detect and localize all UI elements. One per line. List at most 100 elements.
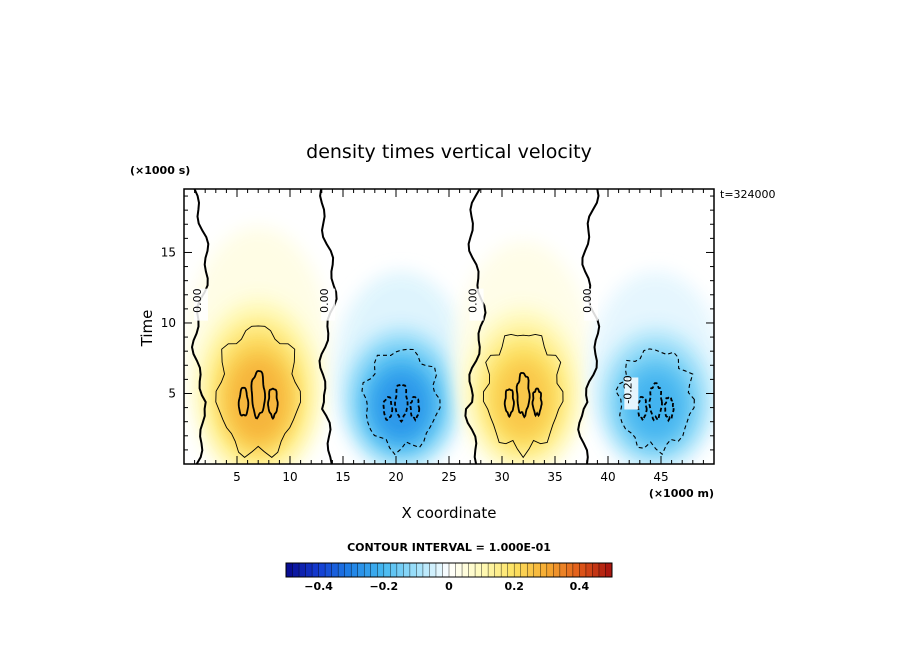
colorbar-swatch	[292, 563, 300, 577]
shaded-field	[185, 226, 714, 464]
colorbar-swatch	[370, 563, 378, 577]
colorbar-swatch	[429, 563, 437, 577]
contour-label-bg-3	[469, 288, 484, 321]
x-axis-label: X coordinate	[401, 504, 496, 522]
positive-cell-2-band-4	[495, 358, 552, 439]
negative-cell-2-contour-outer	[615, 348, 695, 456]
colorbar-swatch	[338, 563, 345, 577]
negative-cell-1-contour-inner-2	[409, 395, 421, 422]
colorbar-swatch	[455, 563, 463, 577]
x-tick-label: 35	[547, 470, 562, 484]
zero-contour-4	[577, 189, 601, 464]
x-axis-unit: (×1000 m)	[649, 487, 714, 500]
y-tick-label: 15	[161, 245, 176, 259]
colorbar-swatch	[364, 563, 372, 577]
colorbar-swatch	[390, 563, 398, 577]
positive-cell-2-contour-inner-2	[531, 387, 543, 418]
contour-lines	[215, 325, 695, 459]
x-tick-label: 20	[388, 470, 403, 484]
colorbar-swatch	[507, 563, 515, 577]
zero-contour-1	[190, 189, 210, 464]
colorbar-swatch	[579, 563, 587, 577]
negative-cell-1-band-4	[374, 371, 429, 440]
colorbar-swatch	[546, 563, 554, 577]
colorbar-swatch	[566, 563, 574, 577]
contour-label-bg-1	[193, 288, 208, 321]
positive-cell-1-contour-inner-1	[250, 369, 267, 420]
colorbar-swatch	[481, 563, 489, 577]
colorbar-swatch	[527, 563, 535, 577]
colorbar-swatch	[351, 563, 359, 577]
colorbar-swatch	[488, 563, 495, 577]
colorbar-swatch	[520, 563, 528, 577]
negative-cell-2-contour-inner-2	[663, 396, 675, 423]
colorbar-swatch	[396, 563, 404, 577]
negative-cell-2-band-4	[628, 371, 683, 440]
colorbar-swatch	[572, 563, 580, 577]
negative-cell-1-contour-outer	[361, 348, 441, 456]
colorbar-swatch	[299, 563, 306, 577]
colorbar-swatch	[559, 563, 567, 577]
contour-label-bg-5	[624, 377, 639, 410]
colorbar-swatch	[422, 563, 430, 577]
positive-cell-2	[454, 240, 592, 464]
negative-cell-1	[334, 271, 468, 464]
colorbar-swatch	[468, 563, 476, 577]
negative-cell-1-contour-inner-1	[394, 383, 409, 423]
colorbar-swatch	[598, 563, 606, 577]
contour-label-4: 0.00	[581, 288, 594, 313]
colorbar-swatch	[344, 563, 352, 577]
x-ticks: 5 10 15 20 25 30 35 40 45	[194, 189, 704, 484]
negative-cell-1-contour-inner-0	[382, 396, 394, 422]
negative-cell-2-contour-inner-1	[648, 382, 663, 422]
negative-cell-2	[589, 271, 714, 464]
colorbar-tick-label: −0.4	[304, 580, 333, 593]
positive-cell-2-contour-inner-0	[503, 388, 515, 419]
colorbar: −0.4 −0.2 0 0.2 0.4	[285, 562, 613, 593]
colorbar-swatch	[435, 563, 443, 577]
colorbar-swatch	[592, 563, 600, 577]
colorbar-swatch	[514, 563, 522, 577]
positive-cell-2-contour-inner-1	[515, 371, 531, 419]
positive-cell-1-band-4	[228, 355, 288, 443]
colorbar-swatch	[605, 563, 613, 577]
colorbar-tick-label: 0.4	[570, 580, 590, 593]
colorbar-swatch	[449, 563, 456, 577]
colorbar-swatch	[533, 563, 541, 577]
colorbar-swatch	[494, 563, 502, 577]
colorbar-swatch	[318, 563, 326, 577]
colorbar-swatch	[540, 563, 548, 577]
colorbar-swatch	[501, 563, 508, 577]
x-tick-label: 15	[335, 470, 350, 484]
colorbar-swatch	[331, 563, 339, 577]
zero-contour-3	[464, 189, 487, 464]
x-tick-label: 5	[233, 470, 241, 484]
colorbar-swatch	[286, 563, 293, 577]
time-label: t=324000	[720, 188, 776, 201]
contour-label-5: -0.20	[621, 375, 634, 403]
colorbar-swatch	[403, 563, 411, 577]
colorbar-swatch	[553, 563, 561, 577]
chart-title: density times vertical velocity	[306, 141, 592, 163]
positive-cell-2-contour-outer	[482, 333, 564, 459]
colorbar-swatch	[312, 563, 319, 577]
contour-label-bg-4	[584, 288, 599, 321]
contour-interval-text: CONTOUR INTERVAL = 1.000E-01	[347, 541, 551, 554]
zero-contours	[190, 189, 601, 464]
y-axis-label: Time	[138, 310, 156, 348]
colorbar-swatch	[377, 563, 385, 577]
y-ticks: 5 10 15	[161, 195, 714, 451]
colorbar-swatch	[442, 563, 450, 577]
colorbar-swatch	[325, 563, 332, 577]
colorbar-swatch	[416, 563, 424, 577]
x-tick-label: 40	[600, 470, 615, 484]
y-axis-unit: (×1000 s)	[130, 164, 190, 177]
x-tick-label: 45	[653, 470, 668, 484]
y-tick-label: 10	[161, 316, 176, 330]
x-tick-label: 10	[282, 470, 297, 484]
x-tick-label: 30	[494, 470, 509, 484]
colorbar-swatch	[475, 563, 482, 577]
colorbar-tick-label: 0.2	[504, 580, 524, 593]
